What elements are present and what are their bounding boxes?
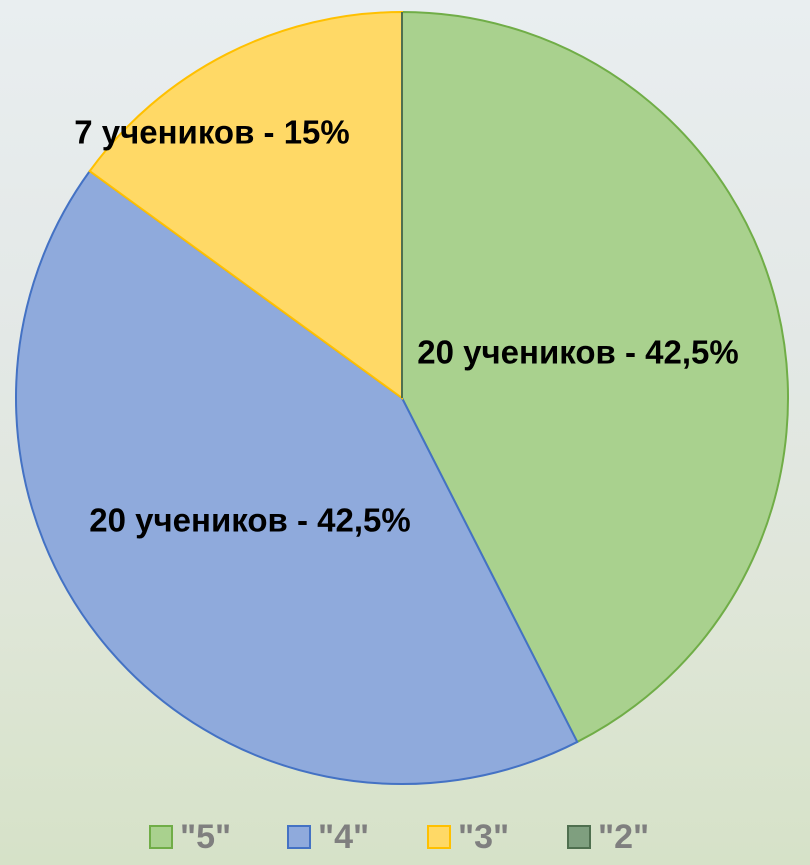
legend-swatch [428,826,450,848]
chart: 20 учеников - 42,5% 20 учеников - 42,5% 7 … [0,0,810,865]
data-label: 20 учеников - 42,5% [89,502,410,539]
legend-label: "5" [180,818,231,856]
data-label: 7 учеников - 15% [74,114,350,151]
legend-label: "2" [598,818,649,856]
legend-swatch [150,826,172,848]
page: 20 учеников - 42,5% 20 учеников - 42,5% 7 … [0,0,810,865]
legend-label: "4" [318,818,369,856]
legend-label: "3" [458,818,509,856]
legend-swatch [288,826,310,848]
legend-swatch [568,826,590,848]
data-label: 20 учеников - 42,5% [417,334,738,371]
